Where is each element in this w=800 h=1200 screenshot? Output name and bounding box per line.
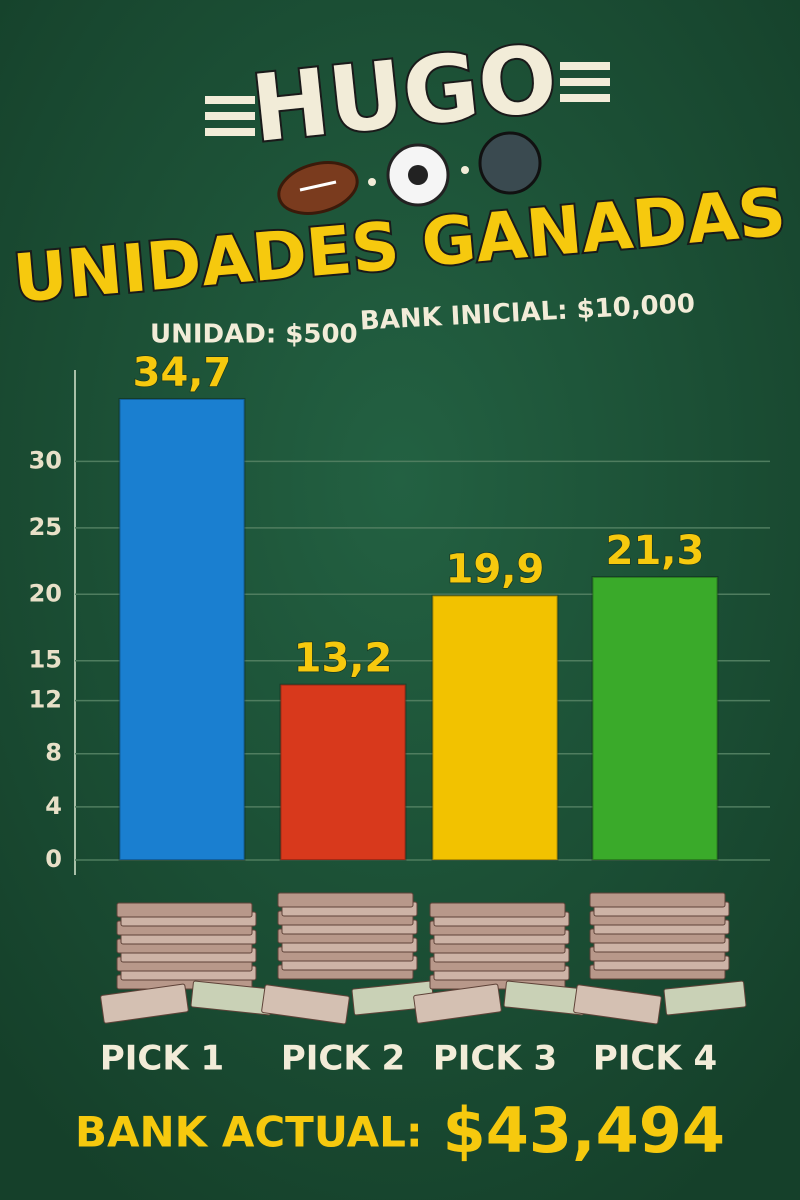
value-label: 19,9 [446, 547, 545, 593]
x-tick-label: PICK 3 [433, 1039, 557, 1079]
x-tick-label: PICK 4 [593, 1039, 717, 1079]
banknote [663, 980, 747, 1016]
banknote [429, 902, 566, 918]
y-tick-label: 12 [29, 686, 62, 714]
x-tick-label: PICK 2 [281, 1039, 405, 1079]
banknote [277, 892, 414, 908]
y-tick-label: 8 [45, 739, 62, 767]
x-tick-label: PICK 1 [100, 1039, 224, 1079]
y-tick-label: 20 [29, 579, 62, 607]
ball-icons [277, 131, 542, 215]
footer-label: BANK ACTUAL: [75, 1108, 423, 1157]
annotation: UNIDAD: $500 [150, 320, 358, 350]
y-tick-label: 0 [45, 845, 62, 873]
banknote [413, 983, 502, 1024]
banknote [116, 902, 253, 918]
bar [118, 397, 246, 861]
plot: 0 4 8 12 15 20 25 30 34,7 13,2 19,9 21,3 PICK 1 PICK … [29, 349, 770, 1079]
y-tick-label: 4 [45, 792, 62, 820]
banknote [573, 984, 662, 1025]
value-label: 34,7 [133, 350, 232, 396]
y-tick-label: 25 [29, 513, 62, 541]
value-label: 13,2 [294, 636, 393, 682]
value-label: 21,3 [606, 528, 705, 574]
banknote [261, 984, 350, 1025]
footer-value: $43,494 [443, 1094, 725, 1167]
bar [591, 576, 719, 861]
bar [431, 594, 559, 861]
y-tick-label: 30 [29, 446, 62, 474]
banknote [589, 892, 726, 908]
y-tick-label: 15 [29, 646, 62, 674]
banknote [100, 983, 189, 1024]
title-stripes [205, 62, 610, 136]
bar [279, 683, 407, 862]
